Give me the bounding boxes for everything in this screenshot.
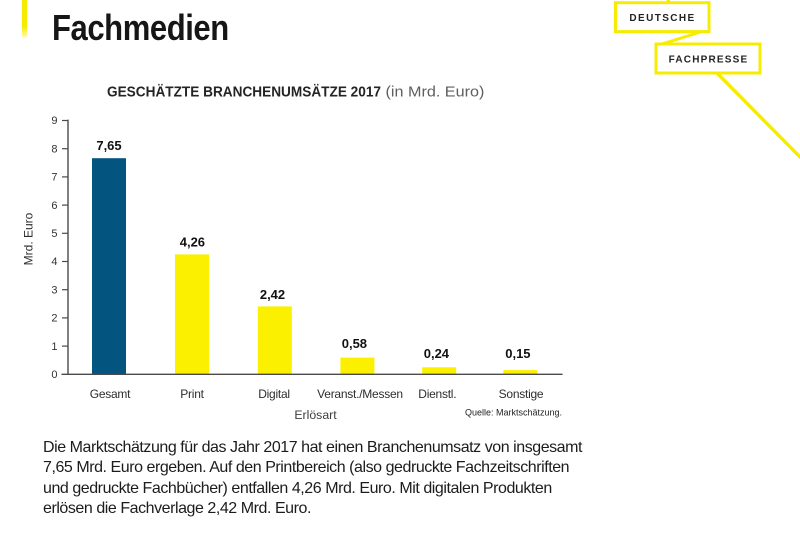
svg-text:2: 2: [51, 313, 57, 325]
svg-text:Gesamt: Gesamt: [90, 387, 131, 401]
svg-text:FACHPRESSE: FACHPRESSE: [669, 54, 749, 65]
svg-text:Print: Print: [180, 387, 204, 401]
svg-text:2,42: 2,42: [260, 287, 285, 302]
svg-text:0: 0: [51, 369, 57, 381]
svg-text:0,15: 0,15: [505, 346, 530, 361]
svg-text:DEUTSCHE: DEUTSCHE: [629, 13, 695, 24]
svg-text:0,24: 0,24: [424, 346, 450, 361]
svg-text:0,58: 0,58: [342, 336, 367, 351]
svg-text:3: 3: [51, 284, 57, 296]
svg-text:(in Mrd. Euro): (in Mrd. Euro): [386, 84, 485, 100]
svg-text:7: 7: [51, 172, 57, 184]
svg-text:4,26: 4,26: [180, 235, 205, 250]
svg-text:Mrd. Euro: Mrd. Euro: [22, 212, 36, 265]
svg-text:1: 1: [51, 341, 57, 353]
svg-text:Quelle: Marktschätzung.: Quelle: Marktschätzung.: [465, 407, 562, 417]
svg-text:6: 6: [51, 200, 57, 212]
svg-text:Sonstige: Sonstige: [499, 387, 544, 401]
svg-text:9: 9: [51, 115, 57, 127]
svg-text:Veranst./Messen: Veranst./Messen: [317, 387, 403, 401]
svg-text:Erlösart: Erlösart: [294, 408, 337, 422]
svg-text:7,65: 7,65: [96, 138, 121, 153]
svg-text:Digital: Digital: [258, 387, 290, 401]
svg-text:GESCHÄTZTE BRANCHENUMSÄTZE 201: GESCHÄTZTE BRANCHENUMSÄTZE 2017: [107, 84, 381, 101]
svg-text:Dienstl.: Dienstl.: [418, 387, 456, 401]
svg-text:5: 5: [51, 228, 57, 240]
svg-text:8: 8: [51, 143, 57, 155]
svg-text:4: 4: [51, 256, 57, 268]
